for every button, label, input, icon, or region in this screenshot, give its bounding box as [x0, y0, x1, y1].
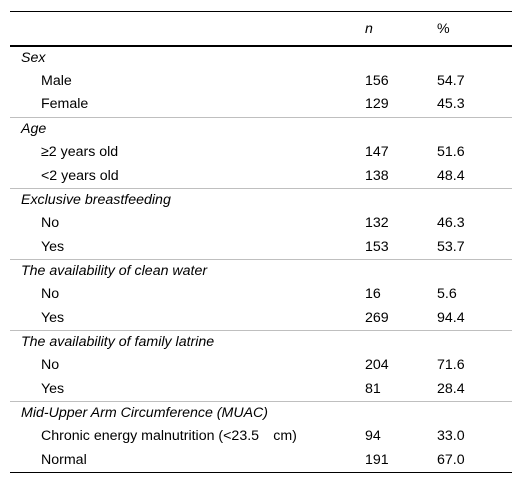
- table-header-row: n %: [10, 11, 512, 47]
- row-label: No: [41, 286, 60, 303]
- row-label: Female: [41, 96, 89, 113]
- row-n-value: 153: [365, 238, 389, 255]
- row-n-value: 81: [365, 380, 381, 397]
- header-percent: %: [437, 20, 450, 37]
- row-percent-value: 33.0: [437, 428, 465, 445]
- row-percent-value: 67.0: [437, 451, 465, 468]
- group-title: Sex: [21, 49, 46, 66]
- group-title: The availability of clean water: [21, 262, 208, 279]
- row-label: Yes: [41, 238, 65, 255]
- table-row: Yes 269 94.4: [10, 307, 512, 331]
- table-row: ≥2 years old 147 51.6: [10, 141, 512, 165]
- table-row: Male 156 54.7: [10, 70, 512, 94]
- row-percent-value: 45.3: [437, 96, 465, 113]
- group-title: Exclusive breastfeeding: [21, 191, 171, 208]
- row-n-value: 94: [365, 428, 381, 445]
- row-percent-value: 28.4: [437, 380, 465, 397]
- table-body: Sex Male 156 54.7 Female 129 45.3 Age ≥2 years o…: [10, 46, 512, 473]
- row-n-value: 16: [365, 286, 381, 303]
- data-table-container: n % Sex Male 156 54.7 Female 129 45.3 Age ≥2 yea…: [10, 11, 512, 473]
- row-n-value: 138: [365, 167, 389, 184]
- group-title: Age: [21, 120, 47, 137]
- row-percent-value: 48.4: [437, 167, 465, 184]
- group-header-row: Sex: [10, 46, 512, 70]
- group-title: Mid-Upper Arm Circumference (MUAC): [21, 404, 268, 421]
- row-n-value: 269: [365, 309, 389, 326]
- table-row: Chronic energy malnutrition (<23.5 cm) 94…: [10, 425, 512, 449]
- table-row: <2 years old 138 48.4: [10, 164, 512, 188]
- row-label: Male: [41, 73, 72, 90]
- row-percent-value: 53.7: [437, 238, 465, 255]
- row-label: No: [41, 215, 60, 232]
- group-header-row: Exclusive breastfeeding: [10, 188, 512, 212]
- row-label: Yes: [41, 380, 65, 397]
- table-row: No 204 71.6: [10, 354, 512, 378]
- table-row: No 132 46.3: [10, 212, 512, 236]
- row-n-value: 204: [365, 357, 389, 374]
- row-percent-value: 71.6: [437, 357, 465, 374]
- row-label: ≥2 years old: [41, 144, 119, 161]
- row-percent-value: 51.6: [437, 144, 465, 161]
- table-row: Yes 81 28.4: [10, 378, 512, 402]
- row-label: Normal: [41, 451, 87, 468]
- row-percent-value: 5.6: [437, 286, 457, 303]
- table-row: No 16 5.6: [10, 283, 512, 307]
- row-n-value: 132: [365, 215, 389, 232]
- header-n: n: [365, 20, 373, 37]
- row-n-value: 147: [365, 144, 389, 161]
- group-header-row: The availability of clean water: [10, 259, 512, 283]
- header-label: [10, 12, 365, 47]
- row-percent-value: 54.7: [437, 73, 465, 90]
- row-n-value: 129: [365, 96, 389, 113]
- table-row: Normal 191 67.0: [10, 449, 512, 473]
- row-label: <2 years old: [41, 167, 119, 184]
- row-n-value: 191: [365, 451, 389, 468]
- group-header-row: Age: [10, 117, 512, 141]
- characteristics-table: n % Sex Male 156 54.7 Female 129 45.3 Age ≥2 yea…: [10, 11, 512, 473]
- group-header-row: Mid-Upper Arm Circumference (MUAC): [10, 401, 512, 425]
- group-title: The availability of family latrine: [21, 333, 215, 350]
- table-row: Yes 153 53.7: [10, 236, 512, 260]
- row-label: Chronic energy malnutrition (<23.5 cm): [41, 428, 297, 445]
- row-label: No: [41, 357, 60, 374]
- row-percent-value: 46.3: [437, 215, 465, 232]
- row-percent-value: 94.4: [437, 309, 465, 326]
- group-header-row: The availability of family latrine: [10, 330, 512, 354]
- row-n-value: 156: [365, 73, 389, 90]
- row-label: Yes: [41, 309, 65, 326]
- table-row: Female 129 45.3: [10, 93, 512, 117]
